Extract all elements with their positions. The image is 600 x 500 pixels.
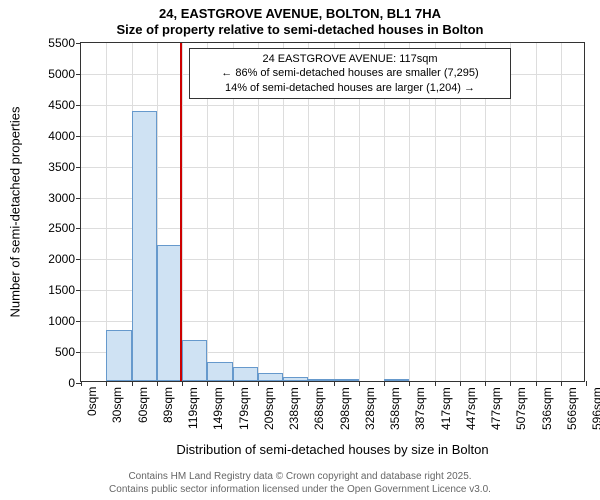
x-tick-mark: [485, 381, 486, 386]
x-tick-label: 536sqm: [540, 387, 554, 430]
histogram-bar: [384, 379, 409, 381]
x-tick-label: 358sqm: [388, 387, 402, 430]
histogram-bar: [283, 377, 308, 381]
footnote-line2: Contains public sector information licen…: [0, 483, 600, 496]
x-tick-label: 596sqm: [590, 387, 600, 430]
histogram-bar: [132, 111, 157, 381]
x-tick-label: 60sqm: [136, 387, 150, 423]
x-tick-label: 268sqm: [312, 387, 326, 430]
histogram-bar: [258, 373, 283, 381]
chart-container: 24, EASTGROVE AVENUE, BOLTON, BL1 7HA Si…: [0, 0, 600, 500]
x-tick-mark: [586, 381, 587, 386]
annotation-box: 24 EASTGROVE AVENUE: 117sqm← 86% of semi…: [189, 48, 511, 99]
x-tick-label: 30sqm: [110, 387, 124, 423]
x-tick-label: 447sqm: [464, 387, 478, 430]
x-tick-label: 149sqm: [211, 387, 225, 430]
x-tick-label: 119sqm: [186, 387, 200, 429]
y-axis-label: Number of semi-detached properties: [8, 62, 23, 362]
y-tick-label: 2000: [48, 252, 81, 266]
histogram-bar: [182, 340, 207, 381]
x-tick-label: 566sqm: [565, 387, 579, 430]
x-tick-mark: [258, 381, 259, 386]
x-tick-mark: [308, 381, 309, 386]
histogram-bar: [106, 330, 131, 381]
x-tick-label: 477sqm: [489, 387, 503, 430]
x-tick-mark: [283, 381, 284, 386]
x-tick-mark: [182, 381, 183, 386]
x-tick-label: 179sqm: [237, 387, 251, 430]
x-tick-mark: [132, 381, 133, 386]
y-tick-label: 4500: [48, 98, 81, 112]
plot-area: 0500100015002000250030003500400045005000…: [80, 42, 585, 382]
footnote: Contains HM Land Registry data © Crown c…: [0, 470, 600, 496]
y-tick-label: 3500: [48, 160, 81, 174]
x-tick-label: 328sqm: [363, 387, 377, 430]
x-tick-label: 238sqm: [287, 387, 301, 430]
x-tick-mark: [233, 381, 234, 386]
x-tick-mark: [384, 381, 385, 386]
annotation-line3: 14% of semi-detached houses are larger (…: [196, 81, 504, 95]
reference-line: [180, 43, 182, 381]
chart-title-line1: 24, EASTGROVE AVENUE, BOLTON, BL1 7HA: [0, 6, 600, 21]
gridline-vertical: [561, 43, 562, 381]
y-tick-label: 0: [68, 376, 81, 390]
histogram-bar: [157, 245, 182, 381]
x-tick-mark: [106, 381, 107, 386]
y-tick-label: 1500: [48, 283, 81, 297]
x-tick-mark: [359, 381, 360, 386]
y-tick-label: 2500: [48, 221, 81, 235]
footnote-line1: Contains HM Land Registry data © Crown c…: [0, 470, 600, 483]
x-tick-label: 387sqm: [413, 387, 427, 430]
annotation-line1: 24 EASTGROVE AVENUE: 117sqm: [196, 52, 504, 66]
y-tick-label: 1000: [48, 314, 81, 328]
x-tick-mark: [561, 381, 562, 386]
x-tick-mark: [409, 381, 410, 386]
x-axis-label: Distribution of semi-detached houses by …: [80, 442, 585, 457]
annotation-line2: ← 86% of semi-detached houses are smalle…: [196, 66, 504, 80]
x-tick-label: 507sqm: [514, 387, 528, 430]
x-tick-label: 417sqm: [439, 387, 453, 430]
y-tick-label: 500: [55, 345, 81, 359]
y-tick-label: 5500: [48, 36, 81, 50]
x-tick-mark: [81, 381, 82, 386]
x-tick-mark: [435, 381, 436, 386]
x-tick-label: 0sqm: [85, 387, 99, 416]
x-tick-label: 298sqm: [338, 387, 352, 430]
chart-title-line2: Size of property relative to semi-detach…: [0, 22, 600, 37]
histogram-bar: [308, 379, 333, 381]
x-tick-label: 89sqm: [161, 387, 175, 423]
gridline-vertical: [536, 43, 537, 381]
x-tick-mark: [536, 381, 537, 386]
y-tick-label: 3000: [48, 191, 81, 205]
x-tick-label: 209sqm: [262, 387, 276, 430]
x-tick-mark: [207, 381, 208, 386]
y-tick-label: 5000: [48, 67, 81, 81]
y-tick-label: 4000: [48, 129, 81, 143]
x-tick-mark: [334, 381, 335, 386]
histogram-bar: [334, 379, 359, 381]
x-tick-mark: [157, 381, 158, 386]
x-tick-mark: [460, 381, 461, 386]
x-tick-mark: [510, 381, 511, 386]
histogram-bar: [233, 367, 258, 381]
histogram-bar: [207, 362, 232, 381]
